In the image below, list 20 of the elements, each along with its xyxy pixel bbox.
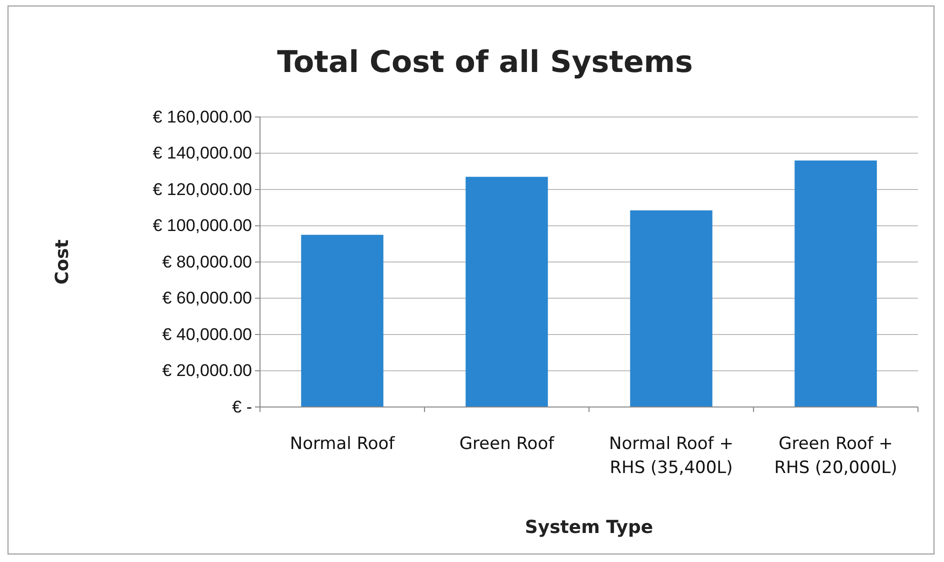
y-tick-label: € 120,000.00 <box>152 180 252 199</box>
y-axis-title: Cost <box>52 239 73 284</box>
y-tick-label: € - <box>232 397 252 416</box>
x-tick-label: Normal Roof + RHS (35,400L) <box>609 434 734 478</box>
x-tick-label: Green Roof <box>459 434 556 454</box>
y-tick-label: € 160,000.00 <box>152 107 252 126</box>
x-tick-label: Green Roof + RHS (20,000L) <box>774 434 898 478</box>
chart-title: Total Cost of all Systems <box>277 45 693 80</box>
bar <box>794 160 877 407</box>
bar <box>301 234 384 407</box>
y-tick-label: € 140,000.00 <box>152 144 252 163</box>
bar <box>466 176 548 407</box>
bar <box>630 210 712 407</box>
y-tick-label: € 60,000.00 <box>162 288 252 308</box>
y-tick-label: € 20,000.00 <box>162 361 252 380</box>
x-axis-title: System Type <box>524 517 654 538</box>
x-tick-label: Normal Roof <box>290 434 396 454</box>
y-tick-label: € 40,000.00 <box>162 324 252 344</box>
y-tick-label: € 100,000.00 <box>152 216 252 236</box>
y-tick-label: € 80,000.00 <box>162 252 252 272</box>
